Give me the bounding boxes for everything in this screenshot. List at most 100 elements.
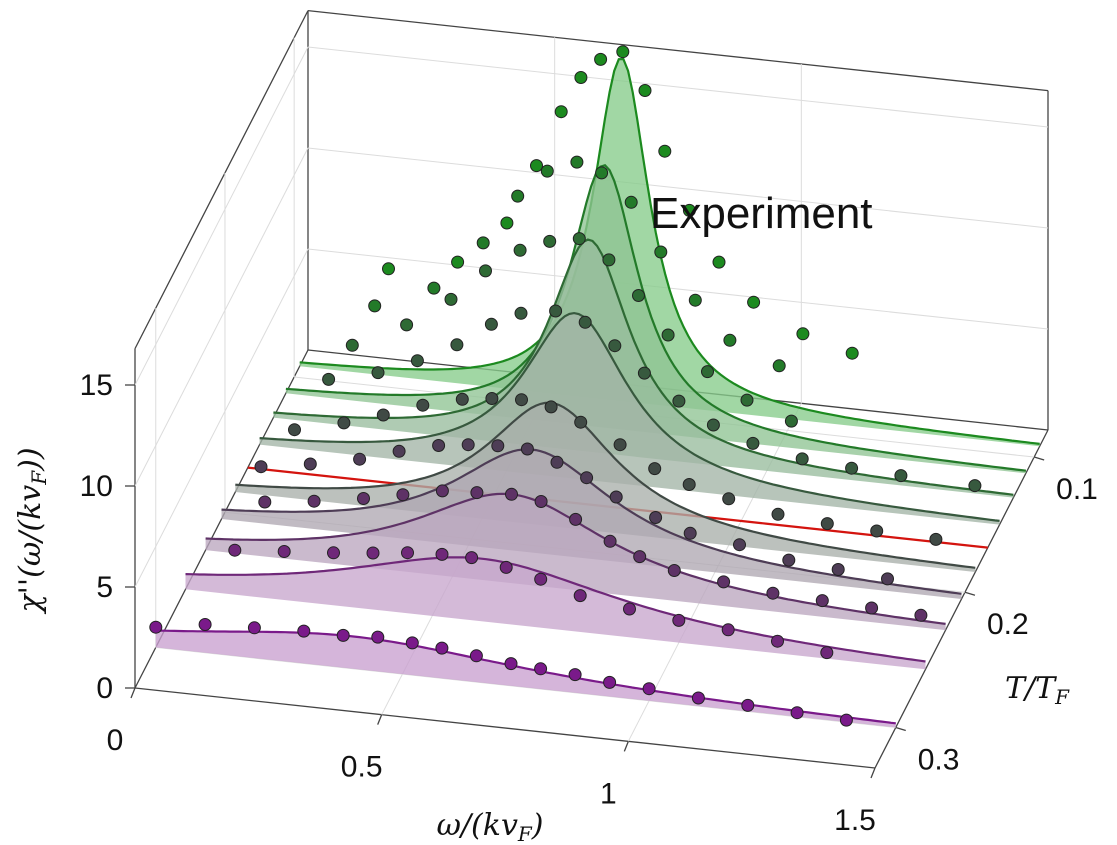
- data-point: [568, 668, 582, 682]
- data-point: [353, 452, 367, 466]
- data-point: [845, 461, 859, 475]
- data-point: [740, 393, 754, 407]
- series-line: [299, 57, 1040, 445]
- data-point: [795, 452, 809, 466]
- data-point: [514, 306, 528, 320]
- series-fill: [221, 449, 962, 599]
- data-point: [766, 586, 780, 600]
- series-fill: [285, 165, 1026, 474]
- data-point: [682, 203, 696, 217]
- front-bottom-edge: [134, 687, 876, 769]
- data-point: [405, 636, 419, 650]
- grid-z-left: [134, 147, 309, 487]
- data-point: [637, 366, 651, 380]
- data-point: [661, 328, 675, 342]
- z-tick-label: 10: [80, 470, 113, 503]
- series-line: [155, 629, 896, 725]
- data-point: [432, 439, 446, 452]
- data-point: [914, 608, 928, 622]
- series-line: [273, 238, 1014, 496]
- data-point: [484, 317, 498, 331]
- data-point: [534, 495, 548, 508]
- data-point: [706, 418, 720, 432]
- data-point: [491, 439, 505, 453]
- data-point: [371, 366, 385, 380]
- x-tick-mark: [870, 767, 876, 779]
- data-point: [613, 438, 627, 452]
- data-point: [624, 195, 638, 209]
- data-point: [254, 460, 268, 474]
- data-point: [573, 589, 587, 603]
- y-tick-mark: [964, 591, 976, 596]
- data-point: [530, 159, 543, 173]
- data-point: [520, 442, 534, 456]
- data-point: [149, 620, 163, 634]
- data-point: [623, 602, 636, 616]
- data-point: [345, 338, 359, 352]
- data-point: [578, 315, 592, 329]
- x-axis-label: ω/(kvF): [436, 808, 543, 845]
- y-tick-label: 0.2: [987, 608, 1029, 641]
- data-point: [511, 189, 525, 203]
- data-point: [570, 155, 584, 169]
- y-tick-mark: [895, 726, 906, 732]
- data-point: [450, 338, 464, 352]
- data-point: [609, 490, 623, 504]
- data-point: [771, 507, 785, 521]
- back-top-edge: [307, 9, 1049, 92]
- series-fill: [185, 557, 926, 670]
- data-point: [513, 243, 527, 257]
- data-point: [228, 543, 242, 557]
- data-point: [820, 646, 834, 660]
- data-point: [784, 414, 798, 428]
- data-point: [682, 478, 696, 491]
- series-line: [285, 164, 1027, 472]
- data-point: [865, 601, 879, 615]
- data-point: [672, 394, 686, 408]
- x-tick-label: 0.5: [341, 751, 383, 784]
- series-fill: [259, 313, 1000, 525]
- data-point: [500, 216, 514, 230]
- series-fill: [155, 630, 896, 728]
- z-tick-label: 0: [96, 672, 113, 705]
- series-group: [149, 45, 1040, 728]
- series-line: [235, 401, 976, 569]
- data-point: [667, 564, 681, 577]
- data-point: [638, 84, 652, 97]
- y-tick-label: 0.1: [1056, 473, 1098, 506]
- data-point: [603, 675, 617, 689]
- data-point: [277, 545, 291, 558]
- data-point: [357, 492, 370, 505]
- data-point: [771, 634, 784, 648]
- data-point: [648, 462, 662, 476]
- data-point: [741, 698, 755, 712]
- data-point: [717, 575, 731, 589]
- data-point: [554, 105, 568, 119]
- data-point: [796, 327, 810, 341]
- data-point: [772, 359, 786, 373]
- z-axis-label: χ''(ω/(kvF)): [13, 447, 51, 614]
- data-point: [469, 649, 483, 663]
- data-point: [649, 511, 663, 524]
- data-point: [382, 262, 395, 276]
- data-point: [608, 339, 622, 353]
- grid-z-back: [307, 147, 1049, 229]
- series-3: [259, 304, 1000, 525]
- series-8: [185, 543, 926, 670]
- data-point: [322, 372, 336, 386]
- data-point: [534, 662, 548, 676]
- data-point: [572, 232, 586, 246]
- series-7: [205, 484, 946, 631]
- data-point: [470, 486, 484, 500]
- data-point: [580, 471, 594, 485]
- data-point: [594, 52, 608, 66]
- data-point: [595, 166, 609, 180]
- data-point: [691, 691, 705, 705]
- data-point: [455, 392, 469, 406]
- x-tick-mark: [130, 687, 136, 699]
- data-point: [376, 408, 390, 422]
- data-point: [544, 400, 558, 414]
- data-point: [672, 613, 686, 627]
- data-point: [790, 706, 804, 720]
